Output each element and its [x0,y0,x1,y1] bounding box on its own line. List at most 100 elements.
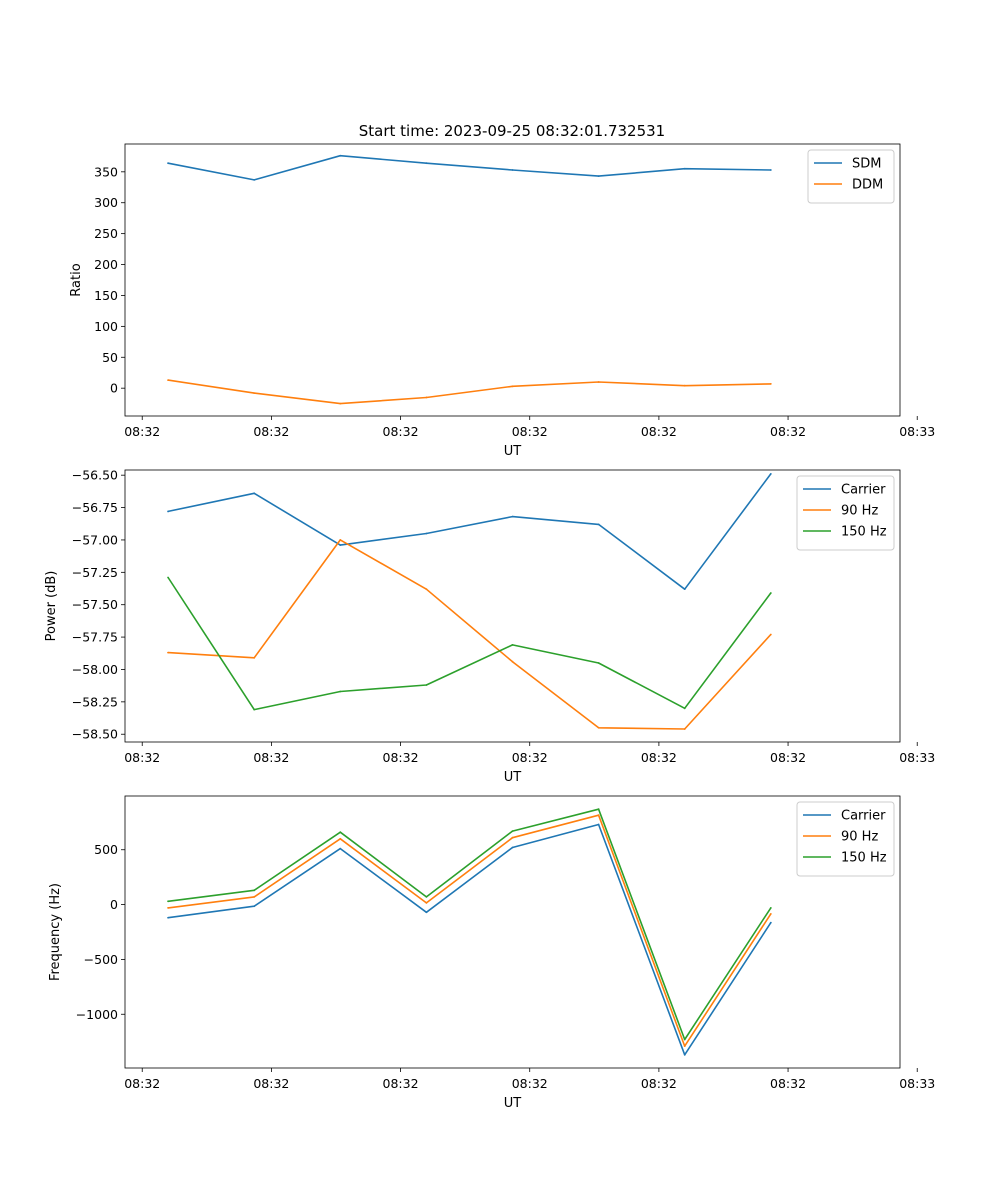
data-point [511,643,514,646]
data-point [683,1045,686,1047]
x-tick-label: 08:32 [770,750,806,765]
x-tick-label: 08:32 [512,1076,548,1091]
data-point [425,684,428,686]
data-point [769,472,772,475]
y-tick-label: 0 [110,381,118,396]
data-point [683,588,686,591]
x-axis-label: UT [504,444,522,459]
x-axis-label: UT [504,770,522,785]
data-point [769,382,772,385]
y-tick-label: 150 [94,288,118,303]
data-point [597,726,600,729]
data-point [339,539,342,541]
y-tick-label: 100 [94,319,118,334]
data-point [597,814,600,817]
x-tick-label: 08:32 [124,1076,160,1091]
data-point [167,651,169,654]
data-point [167,906,169,909]
series-line-carrier [167,473,772,591]
y-tick-label: −57.25 [72,565,118,580]
data-point [253,656,256,659]
x-tick-label: 08:32 [641,750,677,765]
x-tick-label: 08:32 [641,1076,677,1091]
plot-frame [124,469,901,743]
data-point [769,913,772,915]
data-point [511,836,514,839]
y-tick-label: 250 [94,226,118,241]
data-point [339,847,342,850]
x-tick-label: 08:33 [899,424,935,439]
x-tick-label: 08:32 [641,424,677,439]
series-line-150-hz [167,577,772,711]
figure-title: Start time: 2023-09-25 08:32:01.732531 [359,122,665,140]
data-point [167,900,169,903]
x-tick-label: 08:32 [253,750,289,765]
data-point [425,532,428,535]
series-line-90-hz [167,814,772,1047]
legend-entry: DDM [852,178,883,193]
x-axis-label: UT [504,1096,522,1111]
data-point [511,385,514,388]
data-point [769,921,772,924]
data-point [425,162,428,165]
data-point [769,906,772,909]
data-point [425,396,428,399]
data-point [167,576,169,579]
data-point [511,660,514,663]
data-point [769,169,772,171]
data-point [167,916,169,919]
x-tick-label: 08:33 [899,750,935,765]
legend: Carrier 90 Hz 150 Hz [796,801,895,877]
y-axis-label: Ratio [69,263,84,296]
x-tick-label: 08:32 [253,1076,289,1091]
data-point [339,837,342,840]
y-tick-label: −56.75 [72,500,118,515]
data-point [167,162,169,165]
data-point [511,515,514,518]
data-point [253,392,256,395]
y-tick-label: 200 [94,257,118,272]
series-line-ddm [167,379,771,405]
data-point [339,154,342,157]
x-tick-label: 08:32 [512,424,548,439]
data-point [597,523,600,526]
data-point [425,896,428,898]
x-tick-label: 08:32 [253,424,289,439]
data-point [511,830,514,832]
data-point [425,911,428,914]
data-point [597,381,600,383]
data-point [339,402,342,405]
x-tick-label: 08:33 [899,1076,935,1091]
data-point [253,905,256,908]
data-point [683,167,686,170]
data-point [597,808,600,811]
legend-entry: Carrier [841,809,886,824]
data-point [425,588,428,591]
x-tick-label: 08:32 [512,750,548,765]
data-point [339,831,342,834]
x-tick-label: 08:32 [124,750,160,765]
data-point [339,690,342,693]
series-line-sdm [167,154,771,181]
y-tick-label: −57.00 [72,532,118,547]
series-line-90-hz [168,539,772,730]
chart-panel-2: −58.50 −58.25 −58.00 −57.75 −57.50 −57.25 −57.… [44,468,935,785]
x-tick-label: 08:32 [383,750,419,765]
y-tick-label: 300 [94,195,118,210]
data-point [253,178,256,181]
data-point [597,175,600,178]
legend: SDM DDM [807,149,895,204]
data-point [253,896,256,898]
plot-frame [124,795,901,1069]
y-axis-label: Frequency (Hz) [48,883,63,981]
legend-entry: Carrier [841,483,886,498]
x-tick-label: 08:32 [770,424,806,439]
y-tick-label: −57.75 [72,630,118,645]
x-tick-label: 08:32 [383,424,419,439]
y-tick-label: 50 [102,350,118,365]
data-point [339,544,342,547]
x-tick-label: 08:32 [770,1076,806,1091]
chart-panel-1: 0 50 100 150 200 250 300 350 08:32 08:32 08:32 08:3… [69,143,935,459]
data-point [597,823,600,826]
